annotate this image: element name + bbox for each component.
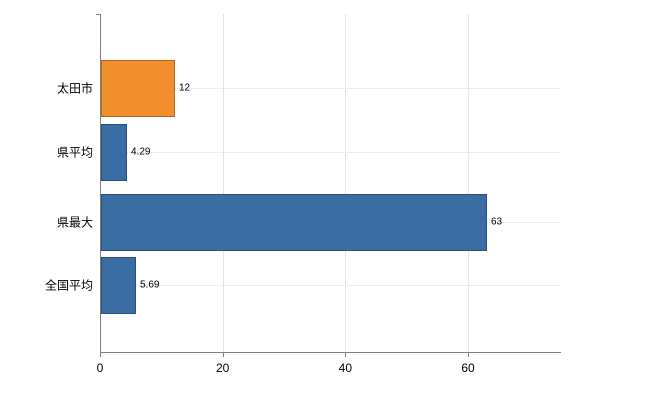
value-label: 12	[179, 82, 191, 94]
x-tick-label: 0	[96, 361, 104, 375]
gridline-horizontal	[100, 88, 560, 89]
y-axis-end-tick	[96, 14, 101, 15]
gridline-vertical	[222, 14, 224, 352]
x-tick-label: 60	[461, 361, 475, 375]
category-label: 県平均	[56, 145, 93, 160]
x-tick-label: 20	[215, 361, 230, 375]
x-tick-label: 40	[338, 361, 353, 375]
category-label: 全国平均	[44, 278, 93, 293]
gridline-horizontal	[100, 152, 560, 153]
x-axis-tick	[222, 352, 224, 357]
value-label: 63	[491, 216, 503, 228]
bar	[101, 123, 127, 181]
x-axis-tick	[100, 352, 101, 357]
x-axis	[100, 352, 561, 353]
bar	[101, 59, 175, 117]
category-label: 県最大	[56, 215, 93, 230]
bar	[101, 193, 487, 251]
y-axis	[100, 14, 101, 352]
bar	[101, 256, 136, 314]
category-label: 太田市	[56, 81, 93, 96]
x-axis-tick	[345, 352, 347, 357]
gridline-vertical	[345, 14, 347, 352]
x-axis-tick	[468, 352, 469, 357]
value-label: 5.69	[140, 279, 160, 291]
gridline-vertical	[468, 14, 469, 352]
value-label: 4.29	[131, 146, 151, 158]
gridline-horizontal	[100, 285, 560, 286]
